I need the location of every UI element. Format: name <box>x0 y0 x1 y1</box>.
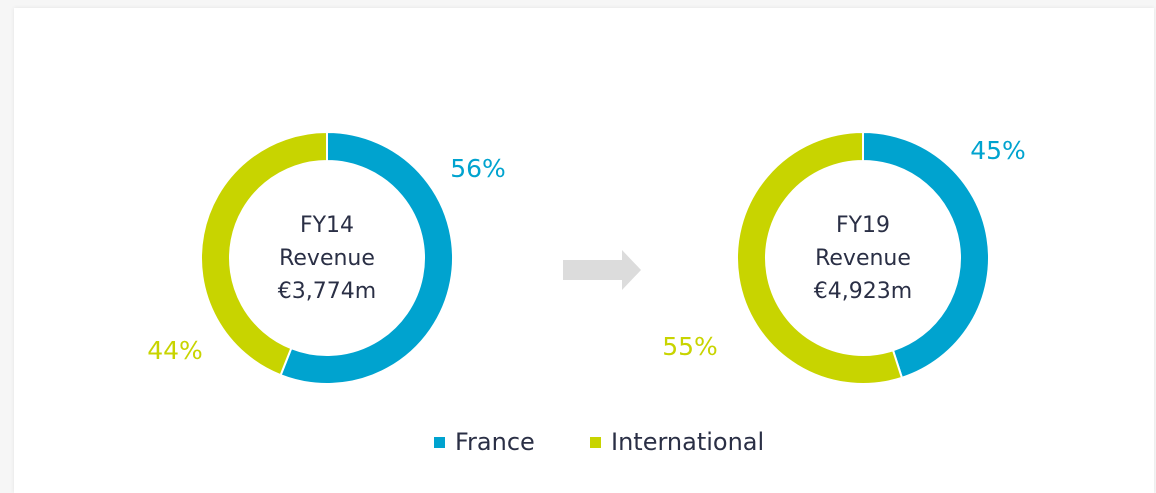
donut-segment <box>279 130 454 385</box>
value-label: 56% <box>450 154 506 183</box>
legend-swatch <box>434 437 445 448</box>
value-label: 55% <box>662 332 718 361</box>
center-text: FY14 <box>300 213 354 238</box>
center-text: €3,774m <box>278 279 376 304</box>
center-text: Revenue <box>279 246 375 271</box>
value-label: 45% <box>970 136 1026 165</box>
center-text: €4,923m <box>814 279 912 304</box>
center-text: FY19 <box>836 213 890 238</box>
donut-segment <box>200 130 328 377</box>
center-text: Revenue <box>815 246 911 271</box>
donut-segment <box>862 130 990 380</box>
legend-label: France <box>455 428 535 456</box>
arrow <box>563 250 641 290</box>
donut-segment <box>736 130 904 385</box>
legend-swatch <box>590 437 601 448</box>
legend-label: International <box>611 428 764 456</box>
value-label: 44% <box>147 336 203 365</box>
